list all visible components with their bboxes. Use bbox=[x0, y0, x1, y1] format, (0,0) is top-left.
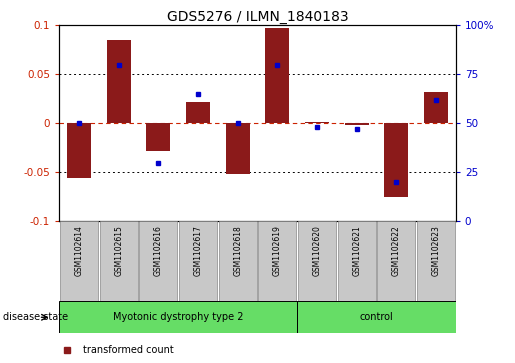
Bar bbox=[259, 221, 296, 301]
Bar bbox=[226, 123, 250, 174]
Text: GSM1102621: GSM1102621 bbox=[352, 225, 361, 276]
Bar bbox=[100, 221, 138, 301]
Text: Myotonic dystrophy type 2: Myotonic dystrophy type 2 bbox=[113, 312, 244, 322]
Bar bbox=[338, 221, 375, 301]
Bar bbox=[67, 123, 91, 178]
Bar bbox=[417, 221, 455, 301]
Bar bbox=[345, 123, 369, 125]
Text: GSM1102622: GSM1102622 bbox=[392, 225, 401, 276]
Bar bbox=[219, 221, 256, 301]
Bar bbox=[146, 123, 170, 151]
Text: GSM1102615: GSM1102615 bbox=[114, 225, 123, 276]
Bar bbox=[140, 221, 177, 301]
Title: GDS5276 / ILMN_1840183: GDS5276 / ILMN_1840183 bbox=[167, 11, 348, 24]
Text: GSM1102623: GSM1102623 bbox=[432, 225, 440, 276]
Text: disease state: disease state bbox=[3, 312, 67, 322]
Bar bbox=[179, 221, 217, 301]
Text: control: control bbox=[359, 312, 393, 322]
Bar bbox=[298, 221, 336, 301]
Bar bbox=[60, 221, 98, 301]
Text: GSM1102620: GSM1102620 bbox=[313, 225, 321, 276]
Text: GSM1102614: GSM1102614 bbox=[75, 225, 83, 276]
Bar bbox=[265, 28, 289, 123]
Bar bbox=[384, 123, 408, 197]
Text: GSM1102617: GSM1102617 bbox=[194, 225, 202, 276]
Text: GSM1102616: GSM1102616 bbox=[154, 225, 163, 276]
Bar bbox=[59, 301, 297, 333]
Bar bbox=[424, 92, 448, 123]
Text: GSM1102618: GSM1102618 bbox=[233, 225, 242, 276]
Bar bbox=[297, 301, 456, 333]
Text: GSM1102619: GSM1102619 bbox=[273, 225, 282, 276]
Bar bbox=[305, 122, 329, 123]
Text: transformed count: transformed count bbox=[83, 345, 174, 355]
Bar bbox=[107, 40, 131, 123]
Bar bbox=[186, 102, 210, 123]
Bar bbox=[377, 221, 415, 301]
